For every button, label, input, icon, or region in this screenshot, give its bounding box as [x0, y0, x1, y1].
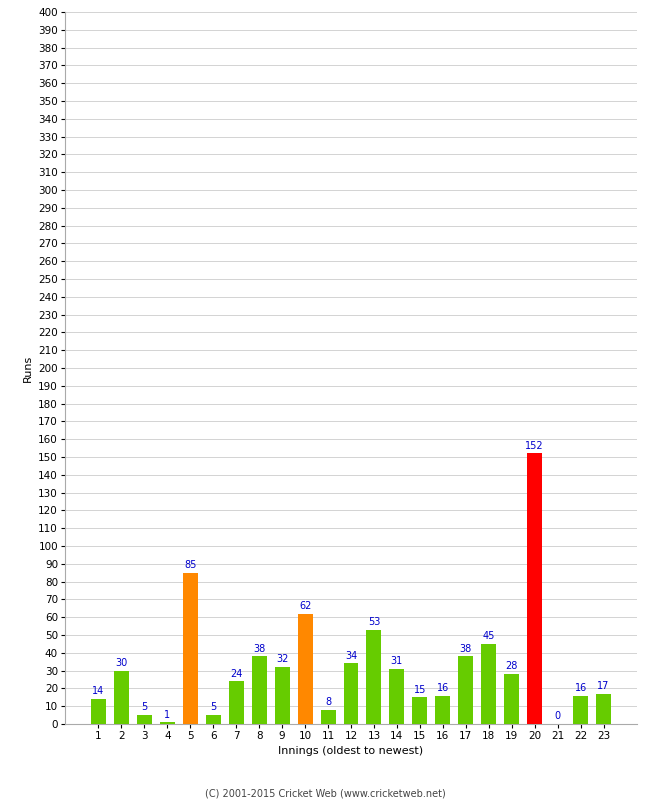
Text: 17: 17 [597, 681, 610, 691]
Text: 16: 16 [575, 683, 587, 693]
Bar [436, 695, 450, 724]
Text: 31: 31 [391, 656, 403, 666]
Bar [114, 670, 129, 724]
Text: 24: 24 [230, 669, 242, 678]
Bar [252, 656, 266, 724]
Bar [344, 663, 358, 724]
Bar [458, 656, 473, 724]
Bar [596, 694, 611, 724]
Bar [320, 710, 335, 724]
Text: 53: 53 [368, 617, 380, 627]
Bar [183, 573, 198, 724]
Bar [389, 669, 404, 724]
Y-axis label: Runs: Runs [23, 354, 32, 382]
Text: 152: 152 [525, 441, 544, 450]
Bar [298, 614, 313, 724]
Text: 38: 38 [253, 644, 265, 654]
Text: 32: 32 [276, 654, 289, 664]
Bar [573, 695, 588, 724]
Bar [481, 644, 496, 724]
Text: 85: 85 [184, 560, 196, 570]
Bar [137, 715, 152, 724]
Bar [412, 698, 427, 724]
Text: 15: 15 [413, 685, 426, 694]
Bar [527, 454, 542, 724]
Text: 34: 34 [345, 651, 357, 661]
Text: 5: 5 [210, 702, 216, 713]
X-axis label: Innings (oldest to newest): Innings (oldest to newest) [278, 746, 424, 757]
Text: (C) 2001-2015 Cricket Web (www.cricketweb.net): (C) 2001-2015 Cricket Web (www.cricketwe… [205, 788, 445, 798]
Text: 62: 62 [299, 601, 311, 611]
Text: 1: 1 [164, 710, 170, 719]
Text: 16: 16 [437, 683, 449, 693]
Bar [91, 699, 106, 724]
Bar [229, 682, 244, 724]
Text: 38: 38 [460, 644, 472, 654]
Bar [160, 722, 175, 724]
Text: 5: 5 [141, 702, 148, 713]
Text: 45: 45 [482, 631, 495, 642]
Text: 30: 30 [115, 658, 127, 668]
Bar [504, 674, 519, 724]
Text: 14: 14 [92, 686, 105, 697]
Text: 8: 8 [325, 697, 331, 707]
Text: 28: 28 [506, 662, 518, 671]
Bar [275, 667, 290, 724]
Bar [206, 715, 221, 724]
Text: 0: 0 [554, 711, 561, 722]
Bar [367, 630, 382, 724]
